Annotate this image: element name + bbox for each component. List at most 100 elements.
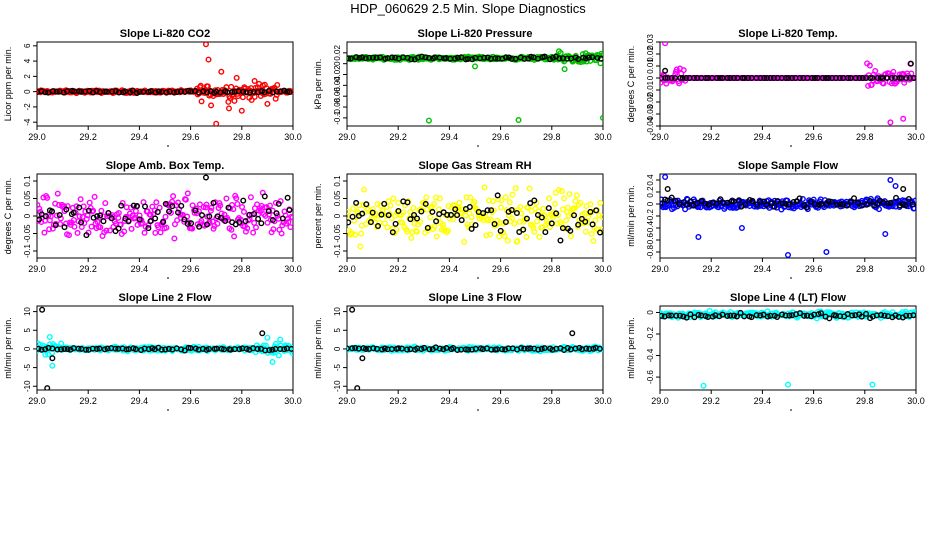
data-point	[880, 74, 887, 81]
data-point	[454, 346, 461, 353]
data-point	[566, 191, 573, 198]
chart-panel: Slope Li-820 Temp. degrees C per min. 29.0…	[626, 28, 925, 147]
data-point	[501, 232, 508, 239]
data-point	[253, 224, 260, 231]
data-point	[48, 208, 55, 215]
data-point	[37, 345, 42, 352]
data-point	[774, 313, 781, 320]
data-point	[363, 201, 370, 208]
data-point	[240, 88, 247, 95]
y-tick-label: 0	[333, 346, 342, 351]
data-point	[254, 346, 261, 353]
data-point	[582, 228, 589, 235]
data-point-outlier	[785, 381, 792, 388]
data-point	[199, 345, 206, 352]
data-point-outlier	[887, 119, 894, 126]
data-point	[580, 54, 587, 61]
data-point-outlier	[354, 385, 361, 390]
data-point	[426, 54, 433, 61]
data-point	[774, 198, 781, 205]
plot-frame	[659, 305, 917, 391]
data-point	[782, 200, 789, 207]
data-point	[499, 346, 506, 353]
data-point	[847, 198, 854, 205]
data-point	[866, 62, 873, 69]
data-point	[207, 207, 214, 214]
data-point	[440, 221, 447, 228]
data-point	[248, 97, 255, 104]
data-point	[572, 198, 579, 205]
data-point	[782, 74, 789, 81]
data-point	[714, 74, 721, 81]
data-point	[713, 200, 720, 207]
data-point	[387, 202, 394, 209]
data-point	[171, 89, 178, 96]
plot-frame	[659, 41, 917, 127]
data-point	[53, 212, 60, 219]
data-point	[349, 213, 356, 220]
data-point	[859, 74, 866, 81]
data-point	[528, 53, 535, 60]
data-point-outlier	[46, 333, 53, 340]
data-point	[98, 207, 105, 214]
chart-title: Slope Line 4 (LT) Flow	[730, 292, 846, 304]
data-point	[741, 74, 748, 81]
data-point	[826, 315, 833, 322]
data-point	[535, 346, 542, 353]
data-point	[360, 202, 367, 209]
data-point	[549, 54, 556, 61]
data-point	[196, 223, 203, 230]
data-point	[851, 195, 858, 202]
y-tick-label: -0.2	[646, 209, 655, 223]
data-point	[184, 220, 191, 227]
data-point	[440, 346, 447, 353]
data-point	[184, 190, 191, 197]
data-point	[535, 208, 542, 215]
data-point	[274, 81, 281, 88]
data-point	[408, 234, 415, 241]
data-point	[181, 216, 188, 223]
data-point	[223, 195, 230, 202]
data-point	[433, 218, 440, 225]
data-point	[285, 218, 292, 225]
data-point	[42, 351, 49, 358]
data-point	[523, 215, 530, 222]
data-point	[662, 74, 669, 81]
y-axis-label: ml/min per min.	[3, 317, 13, 379]
data-point	[281, 346, 288, 353]
data-point	[480, 210, 487, 217]
data-point	[369, 209, 376, 216]
data-point	[425, 227, 432, 234]
data-point	[724, 74, 731, 81]
data-point	[198, 98, 205, 105]
data-point	[75, 345, 82, 352]
data-point	[411, 220, 418, 227]
data-point	[571, 205, 578, 212]
data-point	[400, 209, 407, 216]
data-point	[347, 208, 352, 215]
data-point	[54, 190, 61, 197]
y-tick-label: 6	[23, 43, 32, 48]
x-tick-label: 29.6	[182, 264, 200, 274]
data-point	[385, 212, 392, 219]
data-point	[767, 74, 774, 81]
data-point	[555, 186, 562, 193]
data-point	[369, 206, 376, 213]
y-tick-label: 0	[23, 89, 32, 94]
data-point	[872, 67, 879, 74]
data-point	[130, 202, 137, 209]
x-tick-label: 30.0	[284, 396, 302, 406]
data-point	[359, 54, 366, 61]
data-point	[497, 227, 504, 234]
data-point	[81, 220, 88, 227]
points-group	[37, 42, 293, 126]
data-point	[444, 211, 451, 218]
data-point	[101, 346, 108, 353]
data-point	[731, 312, 738, 319]
data-point	[888, 74, 895, 81]
data-point	[229, 89, 236, 96]
y-axis-label: percent per min.	[313, 183, 323, 248]
data-point	[56, 212, 63, 219]
y-tick-label: 0.02	[646, 46, 655, 62]
data-point	[461, 238, 468, 245]
